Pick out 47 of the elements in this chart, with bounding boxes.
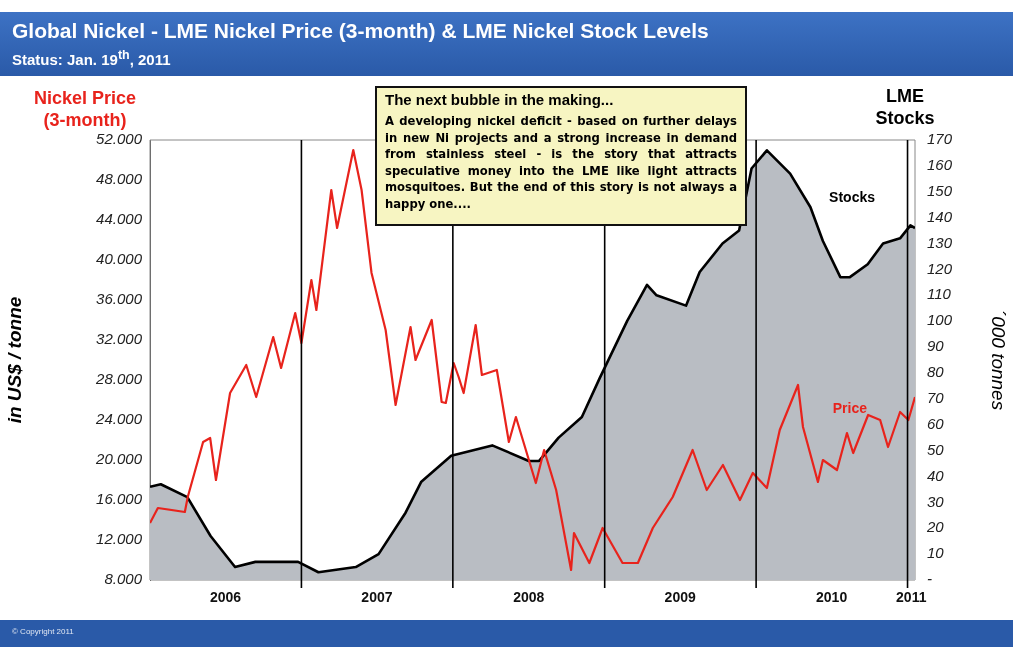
y2-tick-label: 50: [927, 440, 945, 458]
x-tick-label: 2007: [361, 589, 393, 606]
x-tick-label: 2008: [513, 589, 545, 606]
y-tick-label: 16.000: [96, 490, 143, 508]
x-tick-label: 2011: [896, 589, 927, 606]
y2-tick-label: 170: [927, 130, 953, 148]
y2-tick-label: 90: [927, 337, 945, 355]
y2-tick-label: 150: [927, 181, 953, 199]
x-tick-label: 2009: [664, 589, 696, 606]
text: © Copyright 2011: [12, 627, 74, 636]
y2-tick-label: 120: [927, 259, 953, 277]
note-box: The next bubble in the making... A developing nickel deficit - based on further delays in new Ni projects and a strong increase in demand from stainless steel - is the story that attracts speculative money into the LME like light attracts mosquitoes. But the end of this story is not always a happy one....: [375, 86, 747, 226]
y-tick-label: 40.000: [96, 250, 143, 268]
y-tick-label: 12.000: [96, 530, 143, 548]
y-tick-label: 28.000: [95, 370, 143, 388]
y2-tick-label: 140: [927, 207, 953, 225]
x-tick-label: 2006: [209, 589, 242, 606]
y-tick-label: 48.000: [96, 170, 143, 188]
y2-tick-label: 10: [927, 544, 945, 562]
series-label: Stocks: [829, 188, 876, 205]
y-tick-label: 32.000: [96, 330, 143, 348]
y2-tick-label: 30: [927, 492, 945, 510]
y2-tick-label: 110: [927, 285, 952, 303]
y2-tick-label: 100: [927, 311, 953, 329]
y2-tick-label: 130: [927, 233, 953, 251]
annotation: A developing nickel deficit - based on further delays in new Ni projects and a strong increase in demand from stainless steel - is the story that attracts speculative money into the LME like light attracts mosquitoes. But the end of this story is not always a happy one....: [385, 113, 737, 212]
chart-subtitle: Status: Jan. 19$^{th}$, 2011: [12, 48, 171, 68]
y-axis-title: in US$ / tonne: [3, 296, 25, 424]
x-tick-label: 2010: [816, 589, 848, 606]
y-tick-label: 44.000: [96, 210, 143, 228]
y-tick-label: 8.000: [104, 570, 143, 588]
y2-tick-label: 20: [926, 518, 945, 536]
series-label: Price: [832, 399, 868, 416]
chart-title: Global Nickel - LME Nickel Price (3-month) & LME Nickel Stock Levels: [12, 19, 709, 43]
y2-tick-label: 80: [927, 363, 945, 381]
y2-tick-label: 70: [927, 389, 945, 406]
y2-tick-label: 160: [927, 156, 953, 174]
y-tick-label: 20.000: [95, 450, 143, 468]
y-tick-label: 24.000: [95, 410, 143, 428]
text: LME Stocks: [874, 85, 936, 129]
y2-axis-title: ´000 tonnes: [988, 309, 1010, 411]
y-tick-label: 52.000: [96, 130, 143, 148]
y2-tick-label: 60: [927, 414, 945, 432]
y2-tick-label: -: [927, 570, 932, 588]
y2-tick-label: 40: [927, 466, 945, 484]
text: Nickel Price (3-month): [32, 87, 138, 131]
y-tick-label: 36.000: [96, 290, 143, 308]
